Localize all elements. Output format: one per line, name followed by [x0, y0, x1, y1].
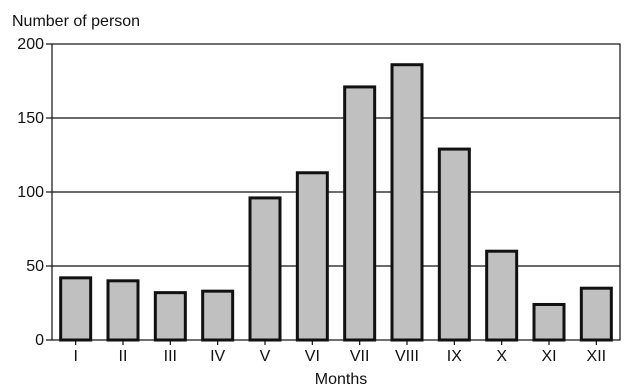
- bar-IX: [437, 147, 471, 342]
- bar-XI: [532, 302, 566, 342]
- x-tick-label: II: [119, 348, 128, 365]
- y-tick-label: 200: [17, 36, 44, 53]
- bar-VI: [295, 171, 329, 342]
- bar-VII: [343, 85, 377, 342]
- y-tick-label: 100: [17, 184, 44, 201]
- bar-IV: [201, 289, 235, 342]
- bar-III: [153, 291, 187, 342]
- x-tick-label: XI: [541, 348, 556, 365]
- x-axis-ticks: I II III IV V VI VII VIII IX X XI XII: [73, 340, 606, 365]
- bars: [59, 63, 613, 342]
- bar-II: [106, 279, 140, 342]
- y-axis-ticks: 0 50 100 150 200: [17, 36, 52, 349]
- x-tick-label: XII: [587, 348, 607, 365]
- bar-VIII: [390, 63, 424, 342]
- x-tick-label: VI: [305, 348, 320, 365]
- x-tick-label: VIII: [395, 348, 419, 365]
- bar-V: [248, 196, 282, 342]
- plot-frame: [51, 43, 621, 341]
- x-tick-label: X: [496, 348, 507, 365]
- bar-X: [485, 249, 519, 342]
- y-tick-label: 0: [35, 332, 44, 349]
- y-axis-title: Number of person: [12, 13, 140, 30]
- bar-XII: [579, 286, 613, 342]
- gridlines: [52, 117, 620, 267]
- x-tick-label: VII: [350, 348, 370, 365]
- x-tick-label: IV: [210, 348, 225, 365]
- x-axis-title: Months: [315, 371, 367, 388]
- x-tick-label: I: [73, 348, 77, 365]
- y-tick-label: 50: [26, 258, 44, 275]
- x-tick-label: III: [164, 348, 177, 365]
- y-tick-label: 150: [17, 110, 44, 127]
- x-tick-label: V: [260, 348, 271, 365]
- x-tick-label: IX: [447, 348, 462, 365]
- bar-I: [59, 276, 93, 342]
